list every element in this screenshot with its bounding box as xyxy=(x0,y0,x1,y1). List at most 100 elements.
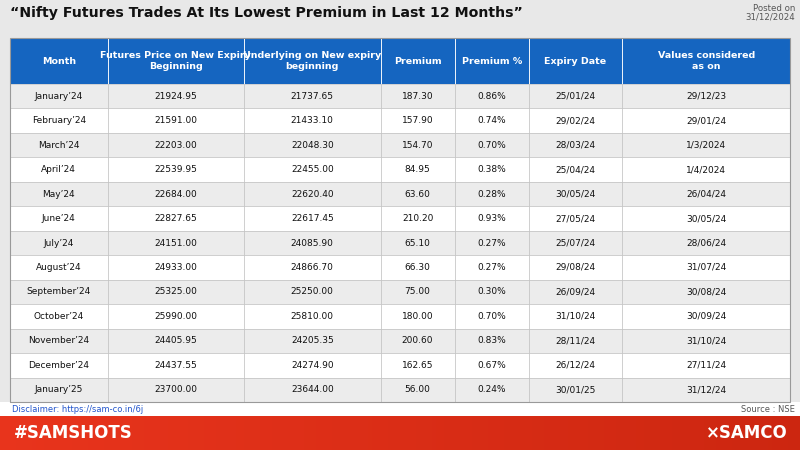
FancyBboxPatch shape xyxy=(760,416,765,450)
Text: 31/07/24: 31/07/24 xyxy=(686,263,726,272)
Text: 30/01/25: 30/01/25 xyxy=(555,385,596,394)
FancyBboxPatch shape xyxy=(500,416,505,450)
FancyBboxPatch shape xyxy=(256,416,261,450)
FancyBboxPatch shape xyxy=(84,416,89,450)
FancyBboxPatch shape xyxy=(608,416,613,450)
FancyBboxPatch shape xyxy=(144,416,149,450)
Text: 24933.00: 24933.00 xyxy=(154,263,197,272)
FancyBboxPatch shape xyxy=(460,416,465,450)
FancyBboxPatch shape xyxy=(454,158,529,182)
FancyBboxPatch shape xyxy=(136,416,141,450)
FancyBboxPatch shape xyxy=(132,416,137,450)
FancyBboxPatch shape xyxy=(529,304,622,328)
FancyBboxPatch shape xyxy=(588,416,593,450)
Text: 22539.95: 22539.95 xyxy=(154,165,197,174)
Text: 25/01/24: 25/01/24 xyxy=(555,92,595,101)
FancyBboxPatch shape xyxy=(529,84,622,108)
FancyBboxPatch shape xyxy=(124,416,129,450)
Text: 25325.00: 25325.00 xyxy=(154,288,197,297)
FancyBboxPatch shape xyxy=(107,255,244,280)
FancyBboxPatch shape xyxy=(244,133,381,158)
FancyBboxPatch shape xyxy=(652,416,657,450)
Text: 25/04/24: 25/04/24 xyxy=(555,165,595,174)
FancyBboxPatch shape xyxy=(454,231,529,255)
Text: 162.65: 162.65 xyxy=(402,361,434,370)
FancyBboxPatch shape xyxy=(454,280,529,304)
FancyBboxPatch shape xyxy=(529,38,622,84)
FancyBboxPatch shape xyxy=(622,206,790,231)
Text: 22048.30: 22048.30 xyxy=(291,141,334,150)
Text: 24205.35: 24205.35 xyxy=(291,336,334,345)
FancyBboxPatch shape xyxy=(622,38,790,84)
Text: 22827.65: 22827.65 xyxy=(154,214,197,223)
FancyBboxPatch shape xyxy=(622,182,790,206)
Text: 24085.90: 24085.90 xyxy=(291,238,334,248)
FancyBboxPatch shape xyxy=(454,133,529,158)
FancyBboxPatch shape xyxy=(529,328,622,353)
FancyBboxPatch shape xyxy=(492,416,497,450)
Text: Premium: Premium xyxy=(394,57,442,66)
FancyBboxPatch shape xyxy=(664,416,669,450)
Text: 0.28%: 0.28% xyxy=(478,189,506,198)
FancyBboxPatch shape xyxy=(8,416,13,450)
Text: 0.70%: 0.70% xyxy=(478,141,506,150)
Text: 21924.95: 21924.95 xyxy=(154,92,197,101)
FancyBboxPatch shape xyxy=(792,416,797,450)
Text: 0.70%: 0.70% xyxy=(478,312,506,321)
FancyBboxPatch shape xyxy=(428,416,433,450)
Text: November’24: November’24 xyxy=(28,336,90,345)
FancyBboxPatch shape xyxy=(336,416,341,450)
FancyBboxPatch shape xyxy=(454,84,529,108)
FancyBboxPatch shape xyxy=(529,231,622,255)
FancyBboxPatch shape xyxy=(616,416,621,450)
Text: 21591.00: 21591.00 xyxy=(154,116,198,125)
FancyBboxPatch shape xyxy=(244,206,381,231)
FancyBboxPatch shape xyxy=(244,378,381,402)
Text: 25/07/24: 25/07/24 xyxy=(555,238,595,248)
FancyBboxPatch shape xyxy=(640,416,645,450)
FancyBboxPatch shape xyxy=(454,304,529,328)
FancyBboxPatch shape xyxy=(680,416,685,450)
FancyBboxPatch shape xyxy=(740,416,745,450)
Text: 26/09/24: 26/09/24 xyxy=(555,288,595,297)
Text: March’24: March’24 xyxy=(38,141,79,150)
FancyBboxPatch shape xyxy=(48,416,53,450)
FancyBboxPatch shape xyxy=(10,158,107,182)
FancyBboxPatch shape xyxy=(448,416,453,450)
FancyBboxPatch shape xyxy=(424,416,429,450)
FancyBboxPatch shape xyxy=(10,182,107,206)
FancyBboxPatch shape xyxy=(622,280,790,304)
FancyBboxPatch shape xyxy=(456,416,461,450)
FancyBboxPatch shape xyxy=(788,416,793,450)
FancyBboxPatch shape xyxy=(572,416,577,450)
FancyBboxPatch shape xyxy=(464,416,469,450)
Text: July’24: July’24 xyxy=(43,238,74,248)
FancyBboxPatch shape xyxy=(612,416,617,450)
Text: “Nifty Futures Trades At Its Lowest Premium in Last 12 Months”: “Nifty Futures Trades At Its Lowest Prem… xyxy=(10,6,523,20)
FancyBboxPatch shape xyxy=(692,416,697,450)
FancyBboxPatch shape xyxy=(592,416,597,450)
FancyBboxPatch shape xyxy=(688,416,693,450)
FancyBboxPatch shape xyxy=(392,416,397,450)
FancyBboxPatch shape xyxy=(712,416,717,450)
FancyBboxPatch shape xyxy=(529,353,622,378)
FancyBboxPatch shape xyxy=(107,158,244,182)
FancyBboxPatch shape xyxy=(0,402,800,416)
FancyBboxPatch shape xyxy=(108,416,113,450)
FancyBboxPatch shape xyxy=(732,416,737,450)
FancyBboxPatch shape xyxy=(76,416,81,450)
FancyBboxPatch shape xyxy=(107,84,244,108)
FancyBboxPatch shape xyxy=(400,416,405,450)
Text: May’24: May’24 xyxy=(42,189,75,198)
Text: 0.83%: 0.83% xyxy=(478,336,506,345)
FancyBboxPatch shape xyxy=(436,416,441,450)
FancyBboxPatch shape xyxy=(107,231,244,255)
FancyBboxPatch shape xyxy=(168,416,173,450)
FancyBboxPatch shape xyxy=(252,416,257,450)
FancyBboxPatch shape xyxy=(381,38,454,84)
FancyBboxPatch shape xyxy=(622,108,790,133)
FancyBboxPatch shape xyxy=(752,416,757,450)
FancyBboxPatch shape xyxy=(40,416,45,450)
FancyBboxPatch shape xyxy=(10,38,790,402)
FancyBboxPatch shape xyxy=(780,416,785,450)
